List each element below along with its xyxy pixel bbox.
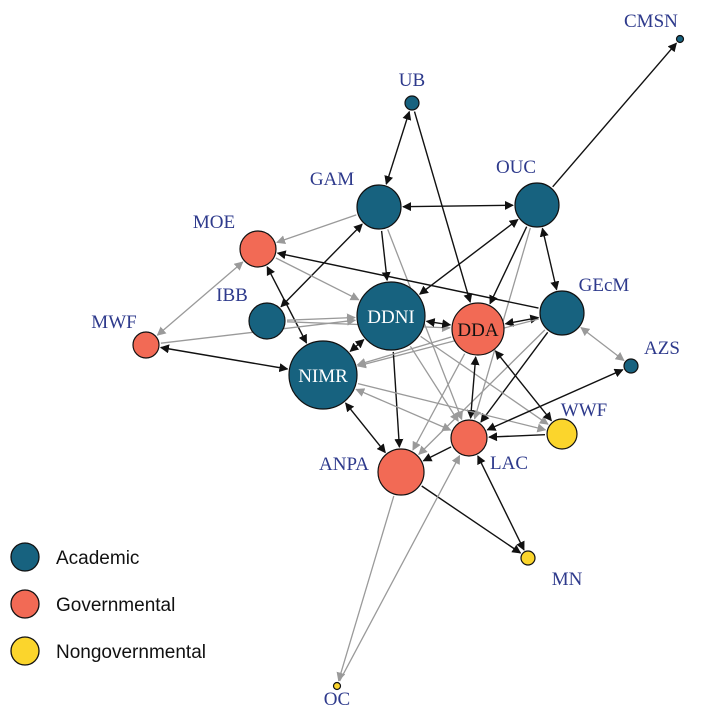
edge-dda-nimr bbox=[356, 336, 452, 367]
node-gam bbox=[356, 184, 402, 230]
node-label-ouc: OUC bbox=[496, 157, 536, 178]
edge-gecm-azs bbox=[580, 327, 625, 362]
node-wwf bbox=[546, 418, 578, 450]
node-azs bbox=[623, 358, 639, 374]
edge-ouc-ddni bbox=[418, 218, 519, 295]
edge-anpa-oc bbox=[336, 495, 395, 682]
edge-lac-mn bbox=[477, 455, 525, 551]
node-label-oc: OC bbox=[324, 689, 350, 709]
edge-nimr-wwf bbox=[357, 382, 547, 433]
node-ibb bbox=[248, 302, 286, 340]
node-label-cmsn: CMSN bbox=[624, 11, 678, 32]
edge-moe-nimr bbox=[266, 266, 308, 344]
node-ddni bbox=[356, 281, 426, 351]
node-label-mwf: MWF bbox=[91, 312, 136, 333]
node-nimr bbox=[288, 340, 358, 410]
node-label-wwf: WWF bbox=[561, 400, 607, 421]
legend: Academic Governmental Nongovernmental bbox=[10, 542, 206, 666]
legend-label-nongovernmental: Nongovernmental bbox=[56, 642, 206, 663]
edge-dda-lac bbox=[466, 356, 480, 419]
edge-oc-lac bbox=[339, 454, 461, 682]
node-label-ibb: IBB bbox=[216, 285, 248, 306]
node-label-moe: MOE bbox=[193, 212, 235, 233]
edge-moe-mwf bbox=[156, 261, 244, 336]
legend-swatch-nongovernmental bbox=[10, 636, 40, 666]
node-ub bbox=[404, 95, 420, 111]
node-lac bbox=[450, 419, 488, 457]
node-mwf bbox=[132, 331, 160, 359]
node-label-azs: AZS bbox=[644, 338, 680, 359]
nodes-layer: CMSN UB GAM OUC MOE GEcM IBB DDNI DDA MWF AZS NIMR W… bbox=[91, 11, 685, 709]
legend-label-governmental: Governmental bbox=[56, 595, 175, 616]
node-cmsn bbox=[675, 34, 685, 44]
edge-ibb-ddni bbox=[286, 313, 356, 323]
node-anpa bbox=[377, 448, 425, 496]
legend-swatch-governmental bbox=[10, 589, 40, 619]
node-oc bbox=[332, 681, 342, 691]
node-mn bbox=[520, 550, 536, 566]
edge-dda-wwf bbox=[494, 350, 552, 422]
node-ouc bbox=[514, 182, 560, 228]
edge-lac-anpa bbox=[422, 446, 452, 462]
edge-ub-gam bbox=[384, 110, 412, 185]
node-label-anpa: ANPA bbox=[319, 454, 369, 475]
node-label-ddni: DDNI bbox=[367, 307, 415, 328]
edge-gam-ddni bbox=[380, 230, 391, 282]
edge-moe-ddni bbox=[275, 257, 360, 301]
edge-gecm-nimr bbox=[356, 318, 539, 369]
edge-anpa-mn bbox=[421, 485, 522, 554]
edge-wwf-lac bbox=[488, 432, 546, 442]
edge-gam-ouc bbox=[402, 200, 514, 212]
edge-nimr-lac bbox=[355, 388, 452, 432]
node-gecm bbox=[539, 290, 585, 336]
edge-gecm-dda bbox=[504, 314, 540, 327]
edge-ouc-gecm bbox=[539, 227, 560, 291]
edge-ddni-dda bbox=[425, 318, 452, 329]
node-label-mn: MN bbox=[552, 569, 583, 590]
edge-gam-moe bbox=[276, 214, 357, 245]
node-dda bbox=[451, 302, 505, 356]
edge-ouc-dda bbox=[489, 226, 528, 305]
edge-azs-lac bbox=[486, 368, 624, 431]
node-label-dda: DDA bbox=[457, 320, 498, 341]
edges-layer bbox=[156, 42, 677, 682]
edge-gecm-moe bbox=[276, 250, 539, 309]
node-label-gam: GAM bbox=[310, 169, 354, 190]
node-label-lac: LAC bbox=[490, 453, 528, 474]
edge-nimr-anpa bbox=[345, 402, 386, 454]
legend-swatch-academic bbox=[10, 542, 40, 572]
edge-gam-lac bbox=[387, 229, 463, 421]
edge-mwf-nimr bbox=[159, 344, 289, 373]
edge-ddni-anpa bbox=[392, 351, 404, 448]
legend-label-academic: Academic bbox=[56, 548, 139, 569]
node-label-nimr: NIMR bbox=[298, 366, 348, 387]
node-label-gecm: GEcM bbox=[579, 275, 630, 296]
edge-ouc-cmsn bbox=[552, 42, 677, 188]
edge-ddni-nimr bbox=[349, 339, 365, 352]
node-moe bbox=[239, 230, 277, 268]
node-label-ub: UB bbox=[399, 70, 425, 91]
